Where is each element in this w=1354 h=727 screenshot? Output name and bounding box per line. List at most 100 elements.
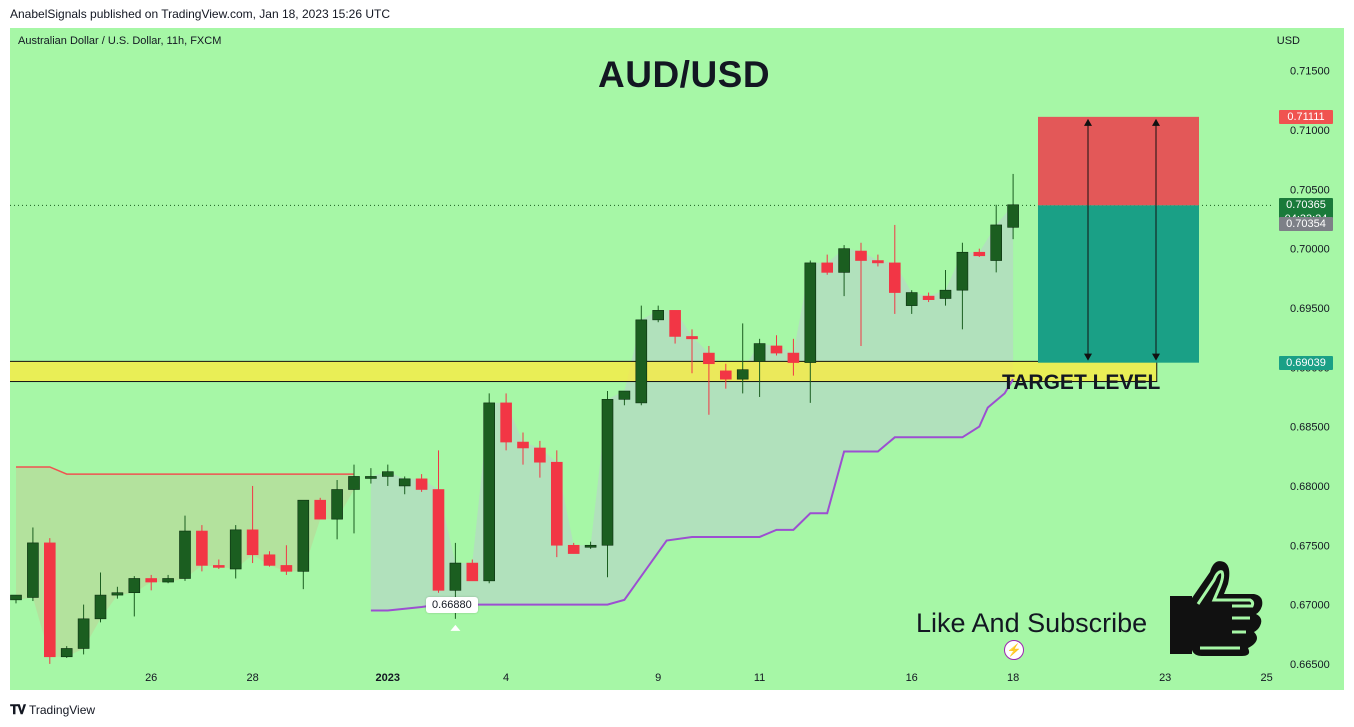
y-tick-label: 0.66500	[1290, 659, 1330, 671]
arrow-head-down	[1084, 353, 1092, 361]
arrow-head-up	[1152, 118, 1160, 126]
candle-body	[213, 565, 225, 568]
target-level-label: TARGET LEVEL	[1002, 371, 1161, 394]
x-tick-label: 4	[503, 672, 509, 684]
candle-body	[550, 461, 563, 546]
x-tick-label: 18	[1007, 672, 1019, 684]
candle-body	[94, 594, 107, 620]
y-tick-label: 0.70000	[1290, 244, 1330, 256]
candle-body	[956, 251, 969, 291]
price-chart[interactable]: 0.71500 0.71000 0.70500 0.70000 0.69500 0.690…	[10, 28, 1344, 690]
candle-body	[669, 310, 681, 337]
candle-body	[1007, 204, 1019, 228]
footer[interactable]: 𝐓𝐕 TradingView	[10, 702, 95, 718]
currency-label: USD	[1276, 35, 1300, 47]
candle-body	[246, 529, 259, 556]
candle-body	[77, 618, 90, 649]
candle-body	[145, 578, 157, 583]
candle-body	[787, 352, 800, 363]
chart-pane[interactable]: 0.71500 0.71000 0.70500 0.70000 0.69500 0.690…	[10, 28, 1344, 690]
candle-body	[719, 370, 732, 380]
candle-body	[872, 260, 884, 264]
candle-body	[263, 554, 276, 566]
candle-body	[973, 251, 986, 257]
candle-body	[939, 289, 952, 299]
candle-body	[466, 562, 479, 582]
target-price-tag: 0.69039	[1279, 355, 1333, 370]
y-tick-label: 0.70500	[1290, 184, 1330, 196]
y-tick-label: 0.71000	[1290, 125, 1330, 137]
candle-body	[804, 262, 817, 363]
y-tick-label: 0.69500	[1290, 303, 1330, 315]
candle-body	[111, 592, 124, 596]
y-tick-label: 0.67000	[1290, 600, 1330, 612]
candle-body	[534, 447, 546, 463]
candle-body	[297, 499, 310, 572]
candle-body	[821, 262, 834, 273]
candle-body	[601, 399, 614, 546]
x-tick-label: 26	[145, 672, 157, 684]
candle-body	[128, 578, 141, 594]
publisher-line: AnabelSignals published on TradingView.c…	[10, 7, 391, 21]
arrow-head-down	[1152, 353, 1160, 361]
trailing-stop-line	[370, 378, 1014, 612]
candle-body	[415, 478, 428, 490]
candle-body	[888, 262, 901, 293]
arrow-head-up	[1084, 118, 1092, 126]
candle-body	[10, 594, 22, 601]
candle-body	[500, 402, 512, 443]
candle-body	[905, 292, 918, 306]
candle-body	[280, 565, 293, 572]
candle-body	[27, 542, 39, 598]
upper-line	[16, 466, 354, 475]
footer-brand: TradingView	[29, 703, 96, 717]
target-zone	[10, 360, 1158, 383]
candle-body	[990, 224, 1003, 261]
candle-body	[770, 345, 783, 354]
prev-close-tag: 0.70354	[1279, 216, 1333, 231]
candle-body	[398, 478, 411, 487]
candle-body	[686, 336, 698, 340]
y-tick-label: 0.68000	[1290, 481, 1330, 493]
x-tick-label: 23	[1159, 672, 1171, 684]
candle-body	[855, 250, 867, 261]
candle-body	[365, 476, 377, 479]
low-marker-pointer	[450, 624, 461, 631]
candle-body	[196, 530, 208, 566]
y-tick-label: 0.67500	[1290, 540, 1330, 552]
candle-body	[753, 343, 766, 362]
candle-body	[449, 562, 462, 591]
candle-body	[567, 544, 580, 554]
candle-body	[43, 542, 56, 658]
thumbs-up-icon	[1170, 561, 1263, 656]
lightning-icon[interactable]: ⚡	[1004, 640, 1024, 660]
candle-body	[331, 489, 343, 520]
candle-body	[381, 471, 394, 477]
candle-body	[703, 352, 715, 365]
x-tick-label: 9	[655, 672, 661, 684]
x-tick-label: 25	[1260, 672, 1272, 684]
symbol-line[interactable]: Australian Dollar / U.S. Dollar, 11h, FX…	[18, 35, 222, 47]
trail-cloud-fill	[370, 204, 1014, 611]
x-tick-label: 2023	[376, 672, 400, 684]
candle-body	[229, 529, 242, 570]
candle-body	[162, 578, 174, 583]
y-tick-label: 0.68500	[1290, 422, 1330, 434]
candle-body	[652, 310, 665, 321]
candle-body	[517, 441, 529, 449]
last-price-value: 0.70365	[1286, 199, 1326, 212]
chart-title: AUD/USD	[598, 54, 771, 95]
tradingview-logo-icon: 𝐓𝐕	[10, 702, 26, 717]
candle-body	[635, 319, 648, 404]
candle-body	[179, 530, 191, 579]
candle-body	[618, 390, 631, 400]
candle-body	[432, 489, 445, 591]
y-tick-label: 0.71500	[1290, 66, 1330, 78]
like-subscribe-text: Like And Subscribe	[916, 608, 1148, 638]
candle-body	[838, 248, 850, 273]
candle-body	[584, 544, 597, 548]
candle-body	[483, 402, 496, 582]
x-tick-label: 28	[246, 672, 258, 684]
take-profit-zone	[1038, 205, 1199, 363]
x-tick-label: 11	[754, 672, 765, 684]
